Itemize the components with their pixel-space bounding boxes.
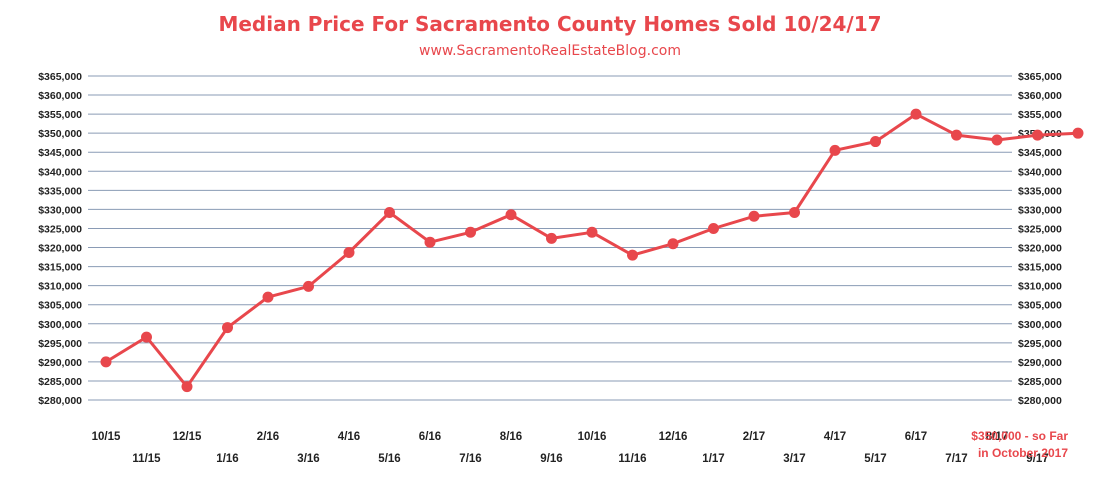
- data-point: [708, 222, 719, 234]
- x-tick-label: 7/17: [945, 453, 967, 465]
- x-tick-label: 1/17: [702, 453, 724, 465]
- data-point: [424, 236, 436, 248]
- data-point: [627, 249, 638, 261]
- data-point: [465, 226, 476, 238]
- y-tick-label-left: $340,000: [38, 166, 82, 178]
- y-tick-label-right: $320,000: [1018, 243, 1062, 255]
- data-point: [384, 206, 395, 218]
- data-point: [222, 322, 233, 334]
- data-point: [546, 232, 557, 244]
- y-tick-label-right: $300,000: [1018, 319, 1062, 331]
- y-tick-label-left: $285,000: [38, 376, 82, 388]
- y-tick-label-right: $290,000: [1018, 357, 1062, 369]
- y-tick-label-left: $290,000: [38, 357, 82, 369]
- y-tick-label-right: $280,000: [1018, 395, 1062, 407]
- data-point: [343, 246, 355, 258]
- x-tick-label: 9/16: [540, 453, 562, 465]
- y-tick-label-left: $345,000: [38, 147, 82, 159]
- x-tick-label: 12/16: [659, 431, 688, 443]
- y-tick-label-right: $365,000: [1018, 71, 1062, 83]
- x-tick-label: 9/17: [1026, 453, 1048, 465]
- y-tick-label-right: $325,000: [1018, 223, 1062, 235]
- y-tick-label-left: $325,000: [38, 223, 82, 235]
- x-tick-label: 8/16: [500, 431, 522, 443]
- y-tick-label-right: $355,000: [1018, 109, 1062, 121]
- x-tick-label: 3/16: [297, 453, 319, 465]
- x-tick-label: 10/15: [92, 431, 121, 443]
- data-point: [505, 209, 517, 221]
- x-axis: 10/15 11/15 12/15 1/16 2/16 3/16 4/16 5/16 6/16 7…: [92, 431, 1049, 465]
- y-tick-label-left: $310,000: [38, 281, 82, 293]
- y-tick-label-left: $350,000: [38, 128, 82, 140]
- x-tick-label: 5/17: [864, 453, 886, 465]
- y-tick-label-left: $315,000: [38, 262, 82, 274]
- data-point: [303, 280, 314, 292]
- x-tick-label: 12/15: [173, 431, 202, 443]
- x-tick-label: 2/17: [743, 431, 765, 443]
- y-tick-label-right: $340,000: [1018, 166, 1062, 178]
- x-tick-label: 11/15: [132, 453, 161, 465]
- data-point: [829, 144, 841, 156]
- annotation-line-1: $350,000 - so Far: [971, 429, 1068, 443]
- october-2017-annotation: $350,000 - so Far in October 2017: [971, 429, 1068, 460]
- y-tick-label-right: $295,000: [1018, 338, 1062, 350]
- x-tick-label: 1/16: [216, 453, 238, 465]
- data-point: [991, 134, 1003, 146]
- data-point: [910, 108, 922, 120]
- data-point: [667, 238, 679, 250]
- data-point: [586, 226, 598, 238]
- y-tick-label-right: $330,000: [1018, 204, 1062, 216]
- series-line: [105, 112, 1079, 389]
- x-tick-label: 8/17: [986, 431, 1008, 443]
- y-tick-label-right: $345,000: [1018, 147, 1062, 159]
- data-point: [181, 381, 193, 393]
- y-tick-label-right: $310,000: [1018, 281, 1062, 293]
- y-tick-label-right: $285,000: [1018, 376, 1062, 388]
- y-tick-label-left: $295,000: [38, 338, 82, 350]
- y-tick-label-right: $335,000: [1018, 185, 1062, 197]
- y-tick-label-right: $360,000: [1018, 90, 1062, 102]
- x-tick-label: 6/16: [419, 431, 441, 443]
- y-tick-label-left: $300,000: [38, 319, 82, 331]
- y-tick-label-left: $280,000: [38, 395, 82, 407]
- x-tick-label: 2/16: [257, 431, 279, 443]
- chart-subtitle: www.SacramentoRealEstateBlog.com: [419, 43, 681, 59]
- y-tick-label-right: $315,000: [1018, 262, 1062, 274]
- chart-title: Median Price For Sacramento County Homes…: [218, 12, 881, 36]
- data-point: [951, 129, 962, 141]
- y-axis-right: $280,000 $285,000 $290,000 $295,000 $300,000…: [1018, 71, 1062, 407]
- y-tick-label-left: $320,000: [38, 243, 82, 255]
- x-tick-label: 10/16: [578, 431, 607, 443]
- data-point: [100, 356, 112, 368]
- data-point: [1072, 127, 1084, 139]
- y-axis-left: $280,000 $285,000 $290,000 $295,000 $300,000…: [38, 71, 82, 407]
- y-tick-label-left: $335,000: [38, 185, 82, 197]
- data-point: [1032, 129, 1043, 141]
- annotation-line-2: in October 2017: [978, 446, 1068, 460]
- x-tick-label: 5/16: [378, 453, 400, 465]
- x-tick-label: 7/16: [459, 453, 481, 465]
- y-tick-label-left: $355,000: [38, 109, 82, 121]
- y-tick-label-right: $305,000: [1018, 300, 1062, 312]
- x-tick-label: 3/17: [783, 453, 805, 465]
- x-tick-label: 6/17: [905, 431, 927, 443]
- y-tick-label-left: $330,000: [38, 204, 82, 216]
- data-point: [262, 291, 274, 303]
- data-point: [141, 331, 152, 343]
- x-tick-label: 4/17: [824, 431, 846, 443]
- x-tick-label: 4/16: [338, 431, 360, 443]
- data-point: [748, 210, 760, 222]
- y-tick-label-left: $305,000: [38, 300, 82, 312]
- y-tick-label-left: $360,000: [38, 90, 82, 102]
- x-tick-label: 11/16: [618, 453, 646, 465]
- data-point: [870, 136, 881, 148]
- series-median-price: [100, 108, 1084, 393]
- data-point: [789, 206, 800, 218]
- y-tick-label-left: $365,000: [38, 71, 82, 83]
- grid-lines: [88, 75, 1012, 401]
